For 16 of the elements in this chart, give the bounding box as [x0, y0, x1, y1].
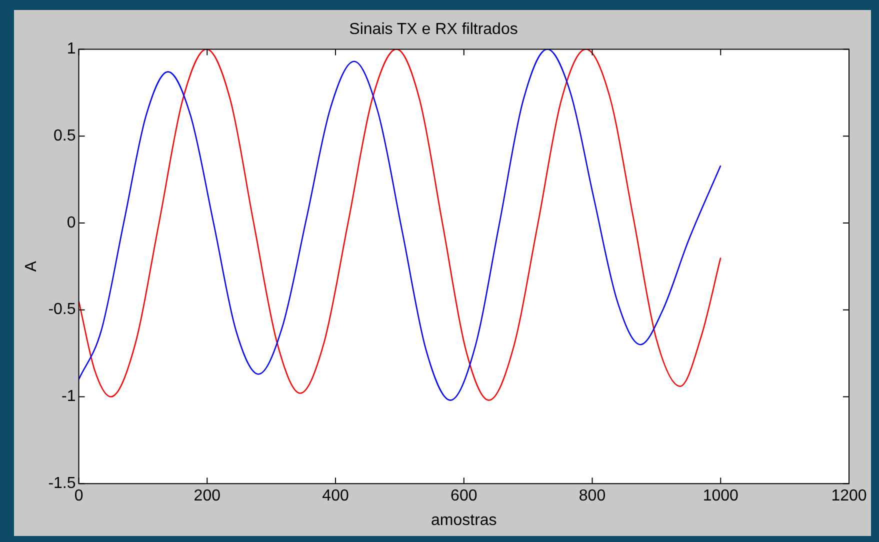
y-axis-title: A — [23, 260, 40, 272]
y-tick-label: 0.5 — [54, 127, 76, 144]
line-series — [78, 49, 722, 401]
x-tick-label: 400 — [322, 488, 349, 505]
x-tick-label: 1000 — [702, 488, 739, 505]
x-axis-title: amostras — [430, 512, 497, 529]
y-tick-label: 1 — [66, 40, 76, 58]
chart-title: Sinais TX e RX filtrados — [349, 21, 518, 38]
y-tick-label: -1 — [62, 388, 76, 406]
x-tick-label: 800 — [578, 488, 606, 505]
y-tick-label: 0 — [66, 214, 76, 232]
y-tick-label: -1.5 — [48, 475, 76, 492]
y-tick-label: -0.5 — [48, 301, 76, 318]
x-tick-label: 200 — [194, 488, 221, 505]
x-tick-label: 1200 — [831, 488, 867, 505]
x-tick-label: 600 — [450, 488, 478, 505]
